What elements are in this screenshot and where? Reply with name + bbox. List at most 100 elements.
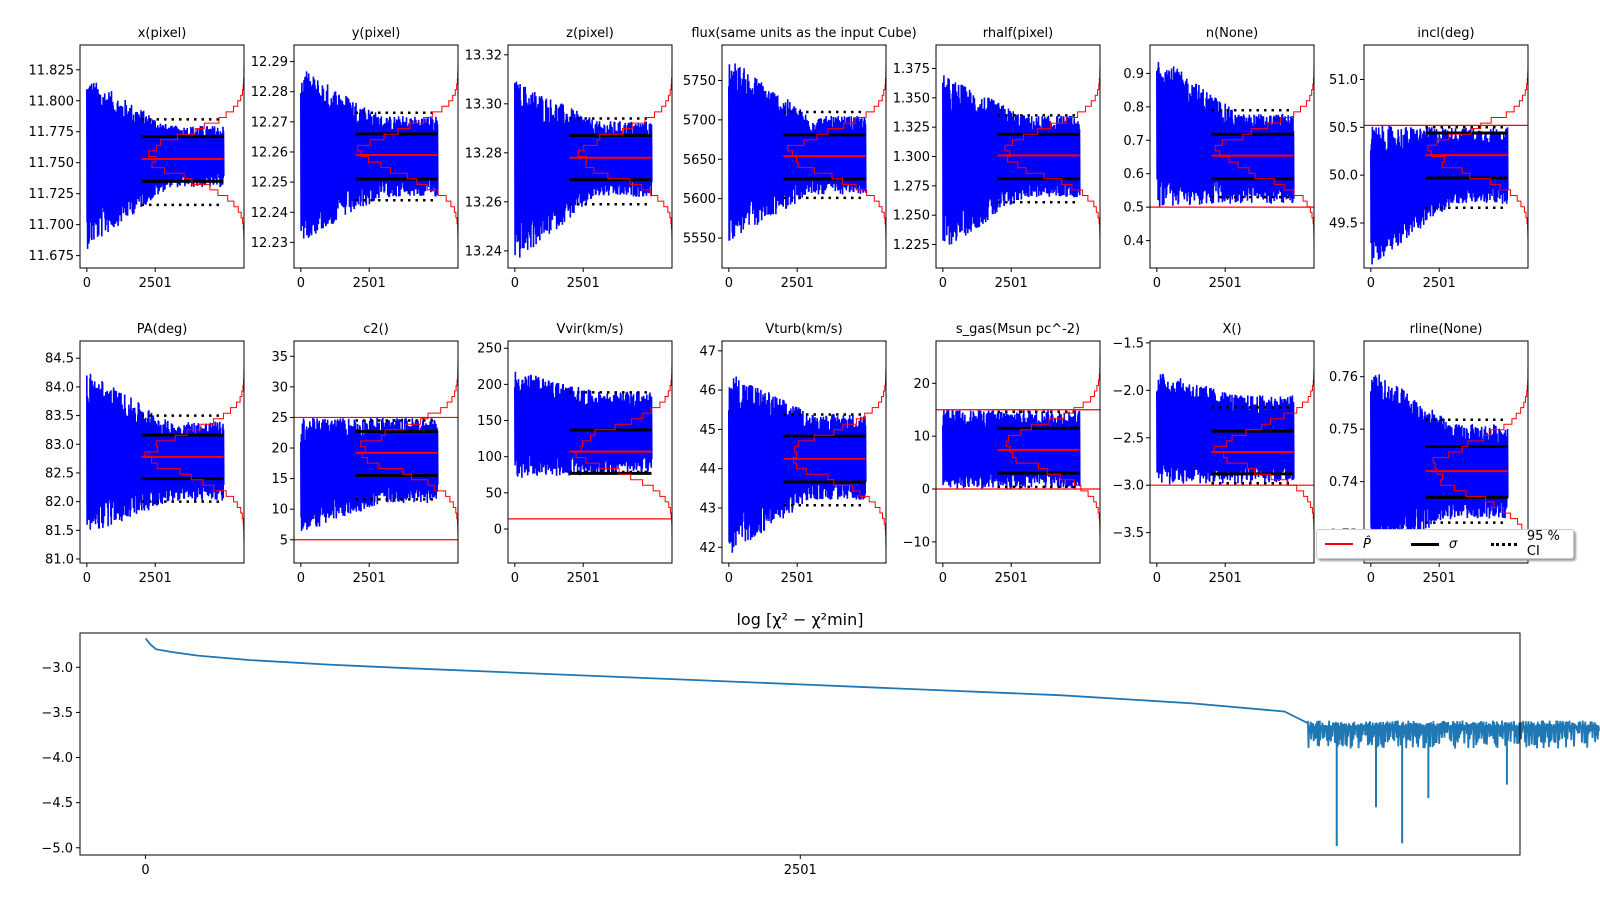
plot-area bbox=[86, 341, 244, 563]
plot-area bbox=[86, 45, 244, 268]
y-tick-label: −3.5 bbox=[1112, 526, 1144, 541]
x-tick-label: 0 bbox=[511, 276, 519, 291]
y-tick-label: 25 bbox=[271, 411, 288, 426]
y-tick-label: −5.0 bbox=[41, 841, 73, 856]
y-tick-label: 11.750 bbox=[29, 156, 75, 171]
chi2-plot: log [χ² − χ²min] −5.0 −4.5 −4.0 −3.5 −3.0 0 250… bbox=[41, 610, 1600, 878]
y-tick-label: 50.5 bbox=[1329, 121, 1358, 136]
axes-frame bbox=[1363, 44, 1529, 269]
histogram-step bbox=[1427, 45, 1528, 268]
y-tick-label: −2.5 bbox=[1112, 431, 1144, 446]
y-tick-label: 100 bbox=[477, 450, 502, 465]
y-tick-label: 81.0 bbox=[45, 552, 74, 567]
axes-frame bbox=[507, 44, 673, 269]
y-tick-label: 84.5 bbox=[45, 352, 74, 367]
subplot-title: PA(deg) bbox=[137, 322, 188, 337]
y-tick-label: 1.375 bbox=[893, 62, 930, 77]
histogram-step bbox=[1214, 45, 1314, 268]
subplot-title: Vturb(km/s) bbox=[765, 322, 842, 337]
subplot-title: y(pixel) bbox=[352, 26, 401, 41]
y-tick-label: −10 bbox=[903, 535, 930, 550]
trace-line bbox=[727, 63, 867, 241]
subplot-title: X() bbox=[1222, 322, 1241, 337]
trace-line bbox=[1156, 373, 1295, 485]
plot-area bbox=[513, 45, 672, 268]
trace-line bbox=[86, 82, 225, 249]
y-tick-label: 5550 bbox=[683, 232, 716, 247]
legend-item-ci: 95 % CI bbox=[1491, 529, 1573, 559]
x-tick-label: 0 bbox=[1367, 276, 1375, 291]
y-tick-label: 5650 bbox=[683, 153, 716, 168]
y-tick-label: 13.26 bbox=[465, 195, 502, 210]
y-tick-label: −1.5 bbox=[1112, 336, 1144, 351]
chi2-title: log [χ² − χ²min] bbox=[736, 610, 863, 629]
x-tick-label: 0 bbox=[83, 276, 91, 291]
y-tick-label: 1.350 bbox=[893, 91, 930, 106]
x-tick-label: 2501 bbox=[781, 276, 814, 291]
trace-line bbox=[299, 71, 439, 239]
plot-area bbox=[727, 341, 886, 563]
y-tick-label: −2.0 bbox=[1112, 384, 1144, 399]
y-tick-label: 0 bbox=[922, 483, 930, 498]
y-tick-label: 150 bbox=[477, 414, 502, 429]
y-tick-label: 0.74 bbox=[1329, 475, 1358, 490]
trace-line bbox=[299, 417, 439, 531]
legend-item-sigma: σ bbox=[1410, 536, 1458, 552]
x-tick-label: 0 bbox=[297, 276, 305, 291]
axes-frame bbox=[293, 340, 459, 564]
y-tick-label: 10 bbox=[271, 503, 288, 518]
y-tick-label: 49.5 bbox=[1329, 217, 1358, 232]
x-tick-label: 2501 bbox=[1209, 571, 1242, 586]
x-tick-label: 0 bbox=[1153, 571, 1161, 586]
plot-area bbox=[1150, 45, 1314, 268]
x-tick-label: 2501 bbox=[995, 276, 1028, 291]
x-tick-label: 2501 bbox=[1423, 276, 1456, 291]
histogram-step bbox=[357, 45, 458, 268]
y-tick-label: 11.675 bbox=[29, 249, 75, 264]
axes-frame bbox=[79, 340, 245, 564]
y-tick-label: 30 bbox=[271, 380, 288, 395]
y-tick-label: 20 bbox=[913, 377, 930, 392]
y-tick-label: 1.275 bbox=[893, 179, 930, 194]
chi2-line bbox=[144, 637, 1600, 749]
plot-area bbox=[1364, 45, 1528, 268]
y-tick-label: 44 bbox=[699, 462, 716, 477]
x-tick-label: 2501 bbox=[995, 571, 1028, 586]
subplot-7: PA(deg) 81.0 81.5 82.0 82.5 83.0 83.5 84.0 84.5 0… bbox=[45, 322, 245, 586]
subplot-6: incl(deg) 49.5 50.0 50.5 51.0 0 2501 bbox=[1329, 26, 1529, 291]
legend-swatch-black-line bbox=[1410, 542, 1439, 546]
subplot-title: c2() bbox=[363, 322, 389, 337]
y-tick-label: 11.825 bbox=[29, 63, 75, 78]
trace-line bbox=[86, 373, 225, 530]
plot-area bbox=[941, 45, 1100, 268]
y-tick-label: 11.775 bbox=[29, 125, 75, 140]
histogram-step bbox=[360, 341, 458, 563]
y-tick-label: 250 bbox=[477, 342, 502, 357]
y-tick-label: 5750 bbox=[683, 74, 716, 89]
y-tick-label: 11.800 bbox=[29, 94, 75, 109]
histogram-step bbox=[1432, 341, 1528, 563]
y-tick-label: 0.76 bbox=[1329, 370, 1358, 385]
histogram-step bbox=[1213, 341, 1314, 563]
axes-frame bbox=[1149, 44, 1315, 269]
subplot-title: rhalf(pixel) bbox=[983, 26, 1053, 41]
y-tick-label: 15 bbox=[271, 472, 288, 487]
histogram-step bbox=[787, 45, 886, 268]
plot-area bbox=[299, 45, 458, 268]
axes-frame bbox=[79, 44, 245, 269]
y-tick-label: 200 bbox=[477, 378, 502, 393]
subplot-5: n(None) 0.4 0.5 0.6 0.7 0.8 0.9 0 2501 bbox=[1123, 26, 1315, 291]
y-tick-label: 11.725 bbox=[29, 187, 75, 202]
y-tick-label: 83.0 bbox=[45, 438, 74, 453]
x-tick-label: 0 bbox=[141, 863, 149, 878]
subplot-0: x(pixel) 11.675 11.700 11.725 11.750 11.775 11… bbox=[29, 26, 245, 291]
axes-frame bbox=[721, 44, 887, 269]
plot-area bbox=[936, 341, 1100, 563]
subplot-10: Vturb(km/s) 42 43 44 45 46 47 0 2501 bbox=[699, 322, 887, 586]
x-tick-label: 0 bbox=[83, 571, 91, 586]
y-tick-label: −3.0 bbox=[1112, 479, 1144, 494]
legend-label-sigma: σ bbox=[1448, 536, 1458, 552]
y-tick-label: 50.0 bbox=[1329, 169, 1358, 184]
subplot-2: z(pixel) 13.24 13.26 13.28 13.30 13.32 0 2501 bbox=[465, 26, 673, 291]
histogram-step bbox=[144, 341, 244, 563]
